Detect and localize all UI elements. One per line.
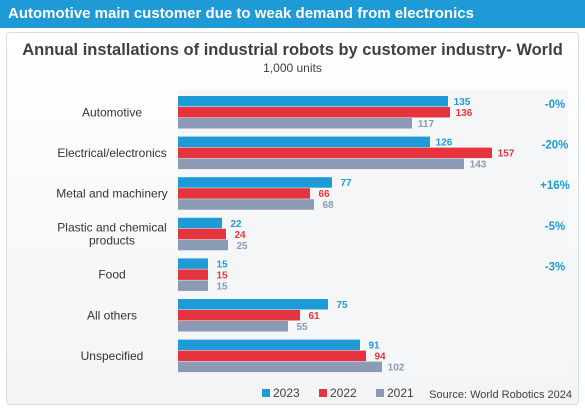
value-label: 102 xyxy=(388,363,405,374)
value-label: 117 xyxy=(418,119,435,130)
legend-swatch-2023 xyxy=(262,389,270,397)
bar-2021 xyxy=(178,199,314,210)
value-label: 91 xyxy=(368,341,380,352)
bar-2022 xyxy=(178,107,450,118)
value-label: 157 xyxy=(498,149,515,160)
chart-title: Annual installations of industrial robot… xyxy=(22,41,563,59)
bar-2023 xyxy=(178,217,222,229)
value-label: 24 xyxy=(234,230,246,241)
category-label: All others xyxy=(87,308,137,322)
value-label: 15 xyxy=(216,281,228,292)
category-label: Metal and machinery xyxy=(56,186,167,200)
value-label: 25 xyxy=(236,241,248,252)
bar-2021 xyxy=(178,321,288,332)
value-label: 55 xyxy=(296,322,308,333)
bar-2023 xyxy=(178,299,328,310)
bar-2021 xyxy=(178,158,464,170)
bar-2022 xyxy=(178,147,492,159)
change-label: -3% xyxy=(545,261,565,273)
bar-2023 xyxy=(178,96,448,107)
bar-2023 xyxy=(178,339,360,351)
value-label: 15 xyxy=(216,259,228,270)
value-label: 68 xyxy=(322,200,334,211)
source-text: Source: World Robotics 2024 xyxy=(429,389,572,401)
category-label: Automotive xyxy=(82,105,142,119)
bar-2022 xyxy=(178,350,366,362)
legend-label: 2023 xyxy=(273,386,300,400)
bar-2022 xyxy=(178,188,310,199)
value-label: 126 xyxy=(436,138,453,149)
legend-swatch-2021 xyxy=(376,389,384,397)
change-label: -5% xyxy=(545,221,565,233)
value-label: 135 xyxy=(454,97,471,108)
change-label: -0% xyxy=(545,99,565,111)
bar-2023 xyxy=(178,258,208,269)
change-label: +16% xyxy=(540,180,570,192)
value-label: 77 xyxy=(340,178,352,189)
bar-2021 xyxy=(178,239,228,251)
category-label: Electrical/electronics xyxy=(57,146,166,160)
change-label: -20% xyxy=(542,140,569,152)
bar-2021 xyxy=(178,280,208,291)
chart-subtitle: 1,000 units xyxy=(263,61,322,75)
bar-2023 xyxy=(178,177,332,188)
category-label: Plastic and chemical xyxy=(57,221,166,235)
legend-label: 2021 xyxy=(387,386,414,400)
bar-2021 xyxy=(178,361,382,373)
value-label: 75 xyxy=(336,300,348,311)
value-label: 136 xyxy=(456,108,473,119)
category-label: Unspecified xyxy=(81,349,144,363)
bar-2022 xyxy=(178,310,300,321)
value-label: 22 xyxy=(230,219,242,230)
bar-2023 xyxy=(178,136,430,148)
value-label: 61 xyxy=(308,311,320,322)
bar-2022 xyxy=(178,269,208,280)
legend-label: 2022 xyxy=(330,386,357,400)
category-label: products xyxy=(89,234,135,248)
header-banner: Automotive main customer due to weak dem… xyxy=(0,0,585,28)
legend-swatch-2022 xyxy=(319,389,327,397)
bar-2022 xyxy=(178,228,226,240)
value-label: 143 xyxy=(470,160,487,171)
bar-2021 xyxy=(178,118,412,129)
category-label: Food xyxy=(98,268,125,282)
value-label: 15 xyxy=(216,270,228,281)
value-label: 94 xyxy=(374,352,386,363)
value-label: 66 xyxy=(318,189,330,200)
